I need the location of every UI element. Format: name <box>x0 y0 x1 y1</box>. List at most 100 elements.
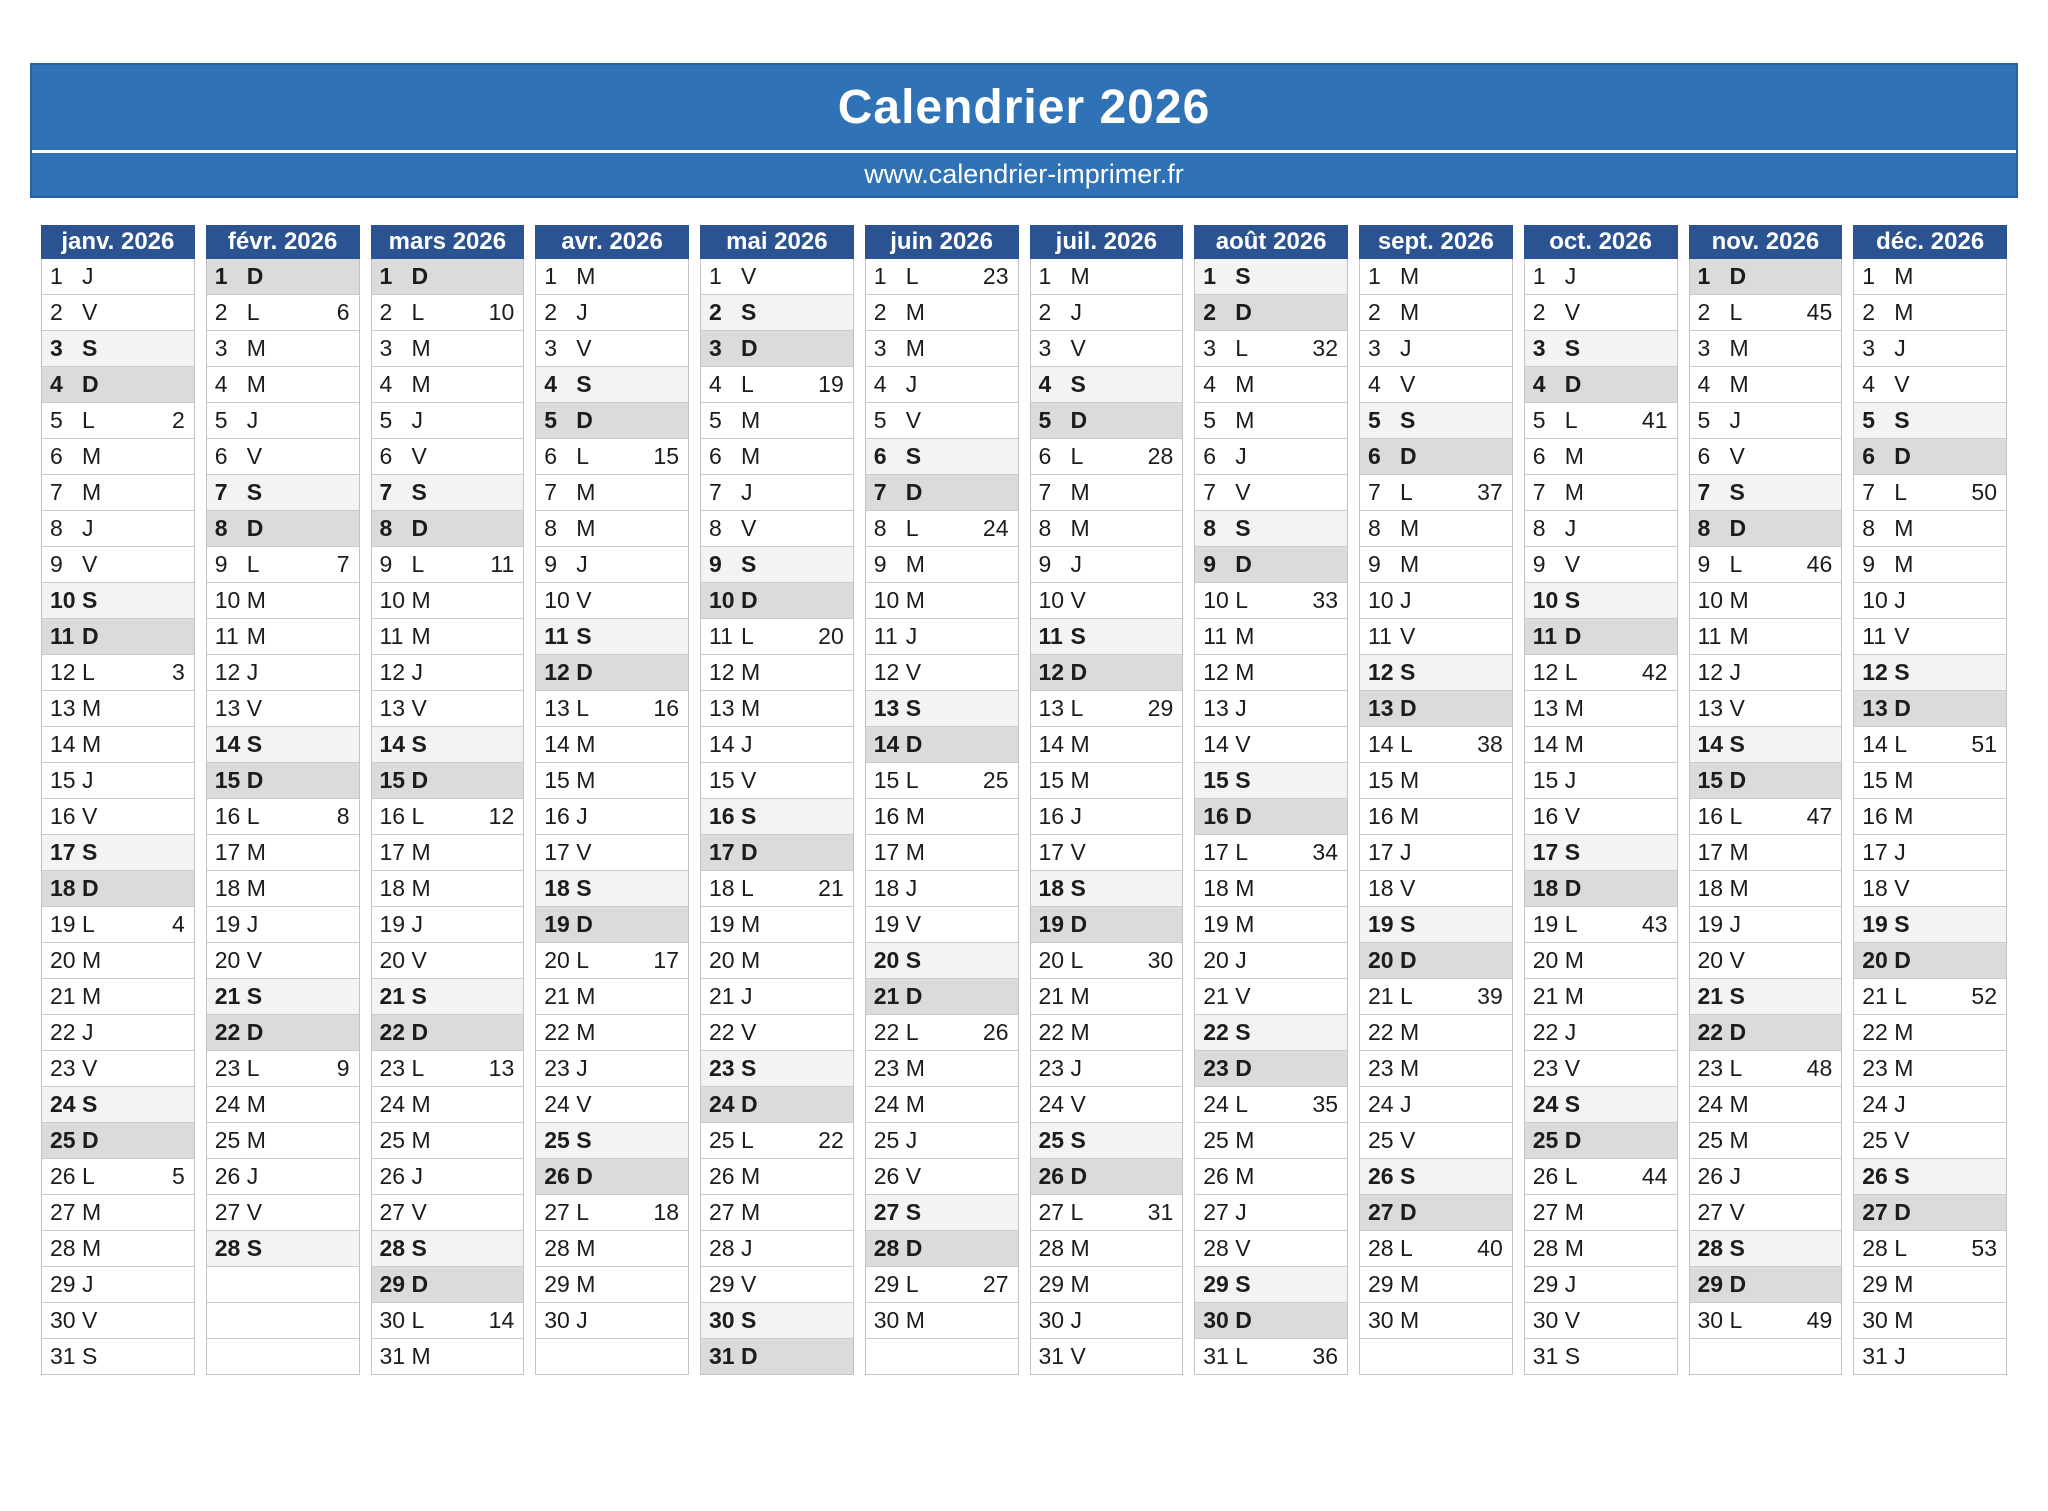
day-number: 5 <box>873 407 887 433</box>
day-cell: 13 M <box>701 690 853 726</box>
day-number: 18 <box>1203 875 1229 901</box>
day-letter: L <box>82 911 95 937</box>
day-number: 29 <box>1368 1271 1394 1297</box>
day-number: 11 <box>1038 623 1063 649</box>
week-number: 17 <box>653 947 679 973</box>
week-number: 27 <box>982 1271 1009 1297</box>
day-letter: M <box>1894 515 1914 541</box>
day-letter: M <box>82 947 102 973</box>
day-cell: 29 M <box>1030 1266 1183 1302</box>
day-number: 4 <box>214 371 228 397</box>
day-cell: 14 S <box>1689 726 1842 762</box>
day-letter: V <box>411 695 427 721</box>
day-letter: M <box>1564 1235 1584 1261</box>
day-cell: 28 M <box>42 1230 194 1266</box>
day-number: 12 <box>50 659 76 685</box>
day-letter: S <box>82 1343 98 1369</box>
day-letter: M <box>576 731 596 757</box>
day-cell: 21 J <box>701 978 853 1014</box>
day-letter: M <box>576 983 596 1009</box>
day-letter: M <box>82 1235 102 1261</box>
day-letter: J <box>1070 299 1083 325</box>
day-cell: 18 M <box>1195 870 1347 906</box>
day-letter: J <box>576 299 588 325</box>
day-number: 10 <box>1368 587 1394 613</box>
day-letter: V <box>1894 1127 1910 1153</box>
day-cell: 13 L 29 <box>1030 690 1183 726</box>
day-number: 8 <box>709 515 722 541</box>
day-number: 28 <box>50 1235 76 1261</box>
day-letter: S <box>1564 335 1581 361</box>
day-cell: 2 L 45 <box>1689 294 1842 330</box>
website-url: www.calendrier-imprimer.fr <box>864 159 1184 189</box>
day-number: 5 <box>1697 407 1711 433</box>
day-letter: M <box>82 479 102 505</box>
day-number: 7 <box>873 479 887 505</box>
day-letter: M <box>82 1199 102 1225</box>
empty-cell <box>536 1338 688 1374</box>
day-cell: 18 L 21 <box>701 870 853 906</box>
day-cell: 16 L 47 <box>1689 798 1842 834</box>
day-letter: M <box>246 1127 266 1153</box>
day-letter: S <box>1235 263 1251 289</box>
day-number: 22 <box>1368 1019 1394 1045</box>
day-letter: M <box>905 587 925 613</box>
day-number: 24 <box>1862 1091 1888 1117</box>
day-number: 21 <box>379 983 406 1009</box>
day-letter: M <box>576 479 596 505</box>
day-number: 19 <box>1368 911 1394 937</box>
day-letter: S <box>905 695 922 721</box>
day-number: 28 <box>379 1235 406 1261</box>
day-cell: 12 J <box>1689 654 1842 690</box>
day-cell: 13 D <box>1360 690 1512 726</box>
day-number: 23 <box>214 1055 241 1081</box>
day-letter: S <box>246 479 263 505</box>
day-cell: 17 V <box>536 834 688 870</box>
day-cell: 28 M <box>1030 1230 1183 1266</box>
day-cell: 30 J <box>1030 1302 1183 1338</box>
day-letter: L <box>1894 479 1908 505</box>
day-number: 17 <box>544 839 570 865</box>
day-letter: D <box>1070 407 1088 433</box>
day-cell: 27 M <box>701 1194 853 1230</box>
month-days: 1 J 2 V 3 S 4 D 5 L 41 6 M 7 M 8 J 9 V 10 S 11 D 12 L 42 13 M 14 M 15 J… <box>1523 259 1678 1375</box>
day-letter: M <box>1400 1307 1420 1333</box>
day-cell: 24 S <box>1524 1086 1677 1122</box>
day-letter: M <box>1564 479 1584 505</box>
day-letter: L <box>82 659 95 685</box>
day-cell: 25 D <box>42 1122 194 1158</box>
day-number: 2 <box>1697 299 1711 325</box>
day-cell: 30 M <box>1854 1302 2006 1338</box>
week-number: 53 <box>1971 1235 1997 1261</box>
week-number: 41 <box>1641 407 1668 433</box>
day-number: 10 <box>1038 587 1065 613</box>
day-number: 29 <box>1203 1271 1229 1297</box>
day-cell: 19 J <box>1689 906 1842 942</box>
day-cell: 10 L 33 <box>1195 582 1347 618</box>
day-letter: V <box>1400 1127 1416 1153</box>
day-cell: 10 M <box>206 582 359 618</box>
day-number: 6 <box>50 443 63 469</box>
day-cell: 13 M <box>1524 690 1677 726</box>
day-letter: M <box>246 371 266 397</box>
day-cell: 20 M <box>701 942 853 978</box>
day-number: 19 <box>50 911 76 937</box>
day-letter: M <box>1894 803 1914 829</box>
day-cell: 13 V <box>371 690 524 726</box>
day-number: 6 <box>214 443 228 469</box>
day-letter: J <box>1400 1091 1412 1117</box>
day-number: 30 <box>1862 1307 1888 1333</box>
week-number: 15 <box>653 443 679 469</box>
day-letter: J <box>1070 803 1083 829</box>
day-number: 23 <box>50 1055 76 1081</box>
day-number: 31 <box>50 1343 76 1369</box>
day-number: 20 <box>1038 947 1065 973</box>
day-letter: D <box>1564 875 1582 901</box>
day-cell: 28 S <box>1689 1230 1842 1266</box>
day-number: 18 <box>709 875 735 901</box>
